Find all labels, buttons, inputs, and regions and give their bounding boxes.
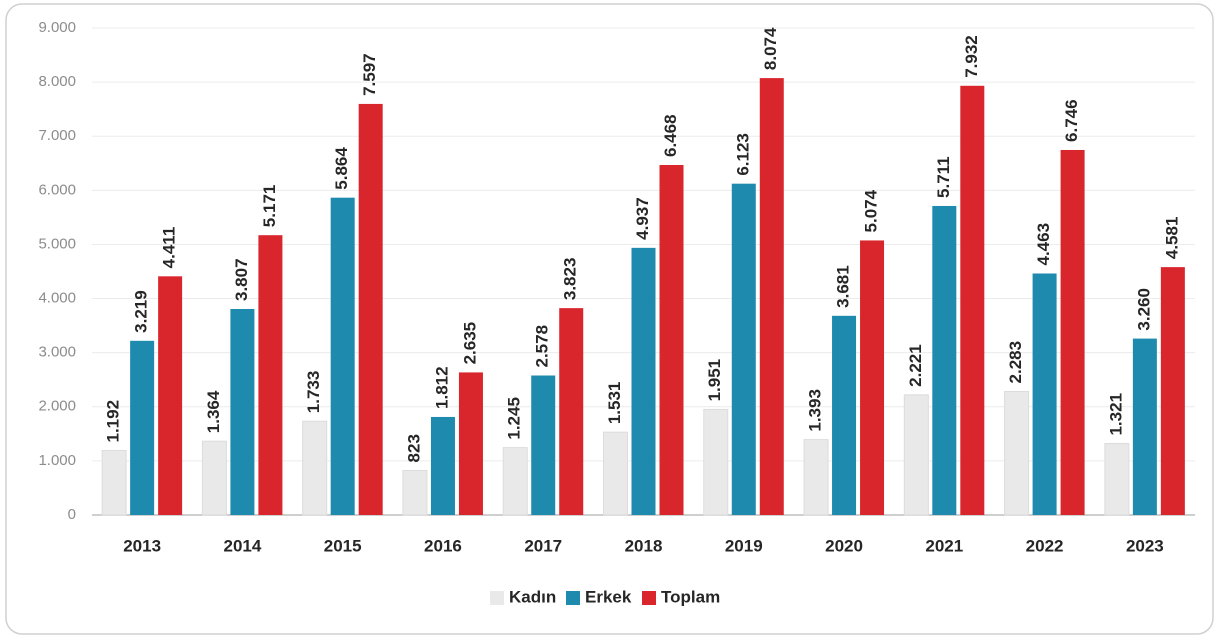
x-tick-label: 2015 xyxy=(324,536,362,555)
bar xyxy=(130,340,155,515)
x-tick-label: 2023 xyxy=(1126,536,1164,555)
y-tick-label: 8.000 xyxy=(38,73,76,90)
x-tick-label: 2014 xyxy=(223,536,261,555)
bar xyxy=(559,308,584,515)
value-label: 3.807 xyxy=(232,258,251,301)
value-label: 1.951 xyxy=(705,359,724,402)
y-tick-label: 6.000 xyxy=(38,181,76,198)
value-label: 5.711 xyxy=(934,156,953,198)
bar xyxy=(101,449,127,516)
bar xyxy=(502,447,528,516)
value-label: 4.581 xyxy=(1162,217,1181,260)
bar xyxy=(803,439,829,516)
y-tick-label: 4.000 xyxy=(38,290,76,307)
value-label: 7.932 xyxy=(962,35,981,78)
bar xyxy=(703,408,729,516)
bar xyxy=(402,469,428,516)
bar xyxy=(832,315,857,515)
bar xyxy=(1060,149,1085,516)
value-label: 1.245 xyxy=(505,397,524,440)
bar xyxy=(358,103,383,515)
value-label: 1.192 xyxy=(104,400,123,443)
bar xyxy=(1160,267,1185,515)
bar xyxy=(458,372,483,515)
bar xyxy=(201,440,227,516)
value-label: 2.283 xyxy=(1006,341,1025,384)
x-tick-label: 2020 xyxy=(825,536,863,555)
legend-label: Kadın xyxy=(509,587,556,606)
value-label: 1.321 xyxy=(1106,393,1125,436)
value-label: 3.823 xyxy=(561,258,580,301)
value-label: 2.578 xyxy=(533,325,552,368)
bar xyxy=(1132,338,1157,515)
value-label: 5.074 xyxy=(862,189,881,232)
value-label: 2.221 xyxy=(906,344,925,387)
legend-swatch xyxy=(566,591,580,605)
bar xyxy=(659,165,684,515)
y-tick-label: 0 xyxy=(68,506,76,523)
bar xyxy=(1104,443,1130,516)
bar xyxy=(531,375,556,515)
value-label: 3.260 xyxy=(1134,288,1153,331)
y-tick-label: 5.000 xyxy=(38,235,76,252)
value-label: 2.635 xyxy=(460,322,479,365)
value-label: 1.393 xyxy=(806,389,825,432)
bar xyxy=(960,85,985,516)
bar xyxy=(903,394,929,516)
value-label: 7.597 xyxy=(360,53,379,96)
value-label: 1.531 xyxy=(605,382,624,425)
value-label: 1.812 xyxy=(432,366,451,409)
x-tick-label: 2018 xyxy=(625,536,663,555)
value-label: 3.219 xyxy=(132,290,151,333)
y-tick-label: 2.000 xyxy=(38,398,76,415)
bar xyxy=(330,197,355,515)
value-label: 5.171 xyxy=(260,185,279,228)
bar xyxy=(158,276,183,515)
bar xyxy=(258,235,283,515)
bar xyxy=(932,205,957,516)
y-tick-label: 1.000 xyxy=(38,452,76,469)
value-label: 4.411 xyxy=(160,227,179,269)
bar xyxy=(1004,390,1030,516)
y-tick-label: 7.000 xyxy=(38,127,76,144)
x-tick-label: 2017 xyxy=(524,536,562,555)
value-label: 3.681 xyxy=(834,265,853,308)
bar xyxy=(230,308,255,515)
y-tick-label: 3.000 xyxy=(38,344,76,361)
x-tick-label: 2021 xyxy=(925,536,963,555)
legend-swatch xyxy=(642,591,656,605)
legend-swatch xyxy=(490,591,504,605)
x-tick-label: 2022 xyxy=(1026,536,1064,555)
x-tick-label: 2013 xyxy=(123,536,161,555)
value-label: 4.937 xyxy=(633,197,652,240)
value-label: 823 xyxy=(404,434,423,462)
value-label: 1.364 xyxy=(204,390,223,433)
legend-label: Toplam xyxy=(661,587,720,606)
bar xyxy=(731,183,756,515)
value-label: 4.463 xyxy=(1034,223,1053,266)
value-label: 6.123 xyxy=(733,133,752,176)
y-tick-label: 9.000 xyxy=(38,19,76,36)
bar xyxy=(302,420,328,516)
x-tick-label: 2016 xyxy=(424,536,462,555)
bar xyxy=(759,78,784,516)
x-tick-label: 2019 xyxy=(725,536,763,555)
bar xyxy=(1032,273,1057,515)
bar xyxy=(631,247,656,515)
legend-label: Erkek xyxy=(585,587,632,606)
bar xyxy=(430,416,455,515)
value-label: 1.733 xyxy=(304,371,323,414)
value-label: 6.468 xyxy=(661,114,680,157)
bar xyxy=(603,431,628,516)
value-label: 8.074 xyxy=(761,27,780,70)
bar xyxy=(860,240,885,515)
value-label: 5.864 xyxy=(332,147,351,190)
value-label: 6.746 xyxy=(1062,99,1081,142)
